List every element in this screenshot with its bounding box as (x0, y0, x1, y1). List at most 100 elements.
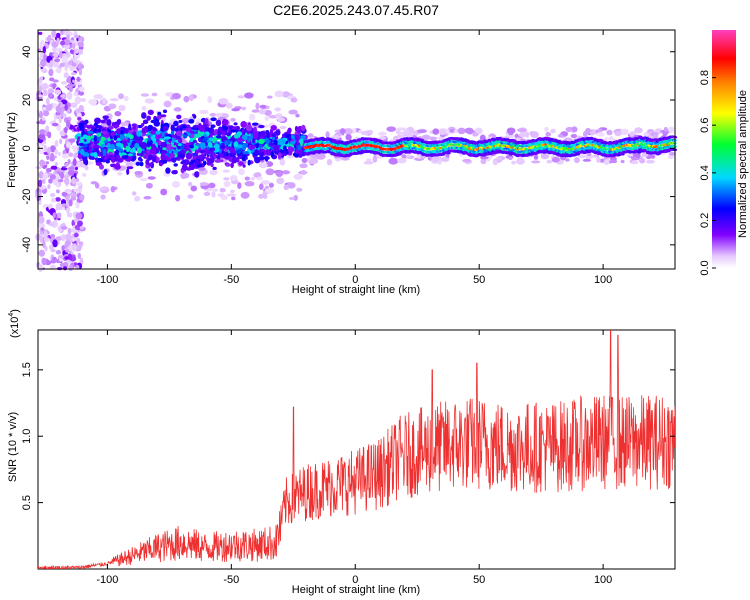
spectrogram-cell (83, 156, 88, 160)
spectrogram-cell (160, 141, 167, 149)
spectrogram-cell (171, 170, 178, 175)
spectrogram-cell (77, 108, 85, 113)
spectrogram-cell (283, 184, 290, 191)
y-tick-label: 0.5 (21, 495, 33, 510)
spectrogram-cell (206, 146, 210, 150)
spectrogram-cell (189, 164, 196, 170)
spectrogram-cell (181, 159, 186, 164)
spectrogram-cell (48, 92, 54, 99)
spectrogram-cell (126, 168, 130, 175)
spectrogram-cell (653, 133, 659, 139)
spectrogram-cell (275, 130, 281, 136)
spectrogram-cell (188, 144, 195, 149)
spectrogram-cell (74, 34, 80, 39)
spectrogram-cell (213, 143, 220, 150)
spectrogram-cell (78, 62, 83, 70)
spectrogram-cell (241, 106, 247, 111)
spectrogram-cell (84, 159, 89, 166)
spectrogram-cell (254, 172, 262, 179)
spectrogram-cell (277, 117, 286, 122)
spectrogram-cell (282, 139, 286, 144)
spectrogram-cell (252, 131, 258, 139)
spectrogram-cell (52, 239, 58, 248)
spectrogram-cell (511, 160, 517, 165)
spectrogram-cell (288, 109, 298, 115)
spectrogram-cell (237, 137, 242, 142)
spectrogram-cell (162, 125, 169, 132)
spectrogram-cell (82, 134, 88, 140)
colorbar-tick-label: 0.6 (699, 118, 711, 133)
spectrogram-x-axis-label: Height of straight line (km) (292, 284, 420, 296)
spectrogram-cell (131, 191, 137, 196)
spectrogram-panel: -100 -50 0 50 100 -40 -20 0 20 40 Height of stra… (6, 28, 678, 296)
spectrogram-cell (295, 134, 300, 142)
spectrogram-cell (151, 92, 158, 97)
spectrogram-x-ticks: -100 -50 0 50 100 (96, 30, 612, 286)
spectrogram-cell (55, 197, 61, 202)
x-tick-label: 100 (594, 574, 612, 586)
spectrogram-cell (54, 89, 62, 95)
spectrogram-cell (241, 154, 247, 162)
spectrogram-cell (78, 86, 85, 92)
spectrogram-cell (194, 149, 199, 155)
spectrogram-cell (596, 156, 601, 163)
spectrogram-cell (264, 124, 269, 128)
spectrogram-cell (309, 157, 319, 164)
spectrogram-cell (669, 151, 676, 156)
spectrogram-cell (74, 166, 79, 171)
spectrogram-cell (64, 103, 68, 111)
spectrogram-cell (181, 164, 187, 171)
spectrogram-cell (192, 124, 199, 129)
spectrogram-cell (339, 128, 346, 134)
spectrogram-cell (47, 88, 55, 94)
spectrogram-cell (270, 124, 278, 131)
colorbar: 0.0 0.2 0.4 0.6 0.8 Normalized spectral ampl… (699, 30, 749, 276)
spectrogram-cell (51, 83, 57, 88)
spectrogram-cell (378, 131, 387, 136)
spectrogram-cell (71, 42, 76, 50)
spectrogram-cell (258, 193, 264, 199)
spectrogram-cell (230, 162, 234, 168)
spectrogram-cell (114, 149, 119, 156)
spectrogram-cell (516, 158, 525, 165)
spectrogram-cell (301, 124, 306, 132)
spectrogram-cell (108, 125, 114, 130)
spectrogram-cell (55, 68, 62, 73)
spectrogram-cell (168, 149, 173, 154)
spectrogram-cell (238, 161, 244, 166)
spectrogram-cell (603, 159, 610, 166)
spectrogram-cell (363, 160, 374, 165)
spectrogram-cell (156, 114, 162, 120)
spectrogram-cell (188, 94, 194, 102)
spectrogram-cell (38, 264, 44, 273)
spectrogram-cell (270, 133, 276, 138)
spectrogram-cell (140, 141, 148, 149)
spectrogram-cell (242, 164, 246, 168)
spectrogram-cell (134, 142, 140, 149)
spectrogram-cell (60, 225, 68, 230)
spectrogram-cell (105, 159, 110, 164)
spectrogram-cell (582, 158, 592, 162)
spectrogram-cell (53, 51, 59, 58)
x-tick-label: -50 (223, 274, 239, 286)
spectrogram-cell (93, 144, 100, 150)
spectrogram-cell (181, 117, 191, 124)
spectrogram-cell (67, 60, 72, 66)
spectrogram-cell (207, 127, 213, 131)
spectrogram-cell (550, 128, 556, 134)
snr-y-ticks: 0.5 1.0 1.5 (21, 362, 675, 510)
spectrogram-cell (525, 131, 530, 138)
spectrogram-cell (301, 157, 308, 164)
spectrogram-cell (136, 130, 142, 137)
spectrogram-cell (54, 140, 59, 148)
spectrogram-cell (643, 132, 650, 137)
spectrogram-cell (101, 130, 109, 135)
spectrogram-cell (52, 256, 57, 261)
spectrogram-cell (273, 139, 278, 146)
spectrogram-cell (68, 244, 74, 252)
spectrogram-cell (226, 193, 237, 197)
spectrogram-cell (113, 124, 120, 128)
spectrogram-cell (100, 136, 106, 142)
spectrogram-cell (663, 126, 669, 133)
spectrogram-cell (65, 196, 70, 202)
